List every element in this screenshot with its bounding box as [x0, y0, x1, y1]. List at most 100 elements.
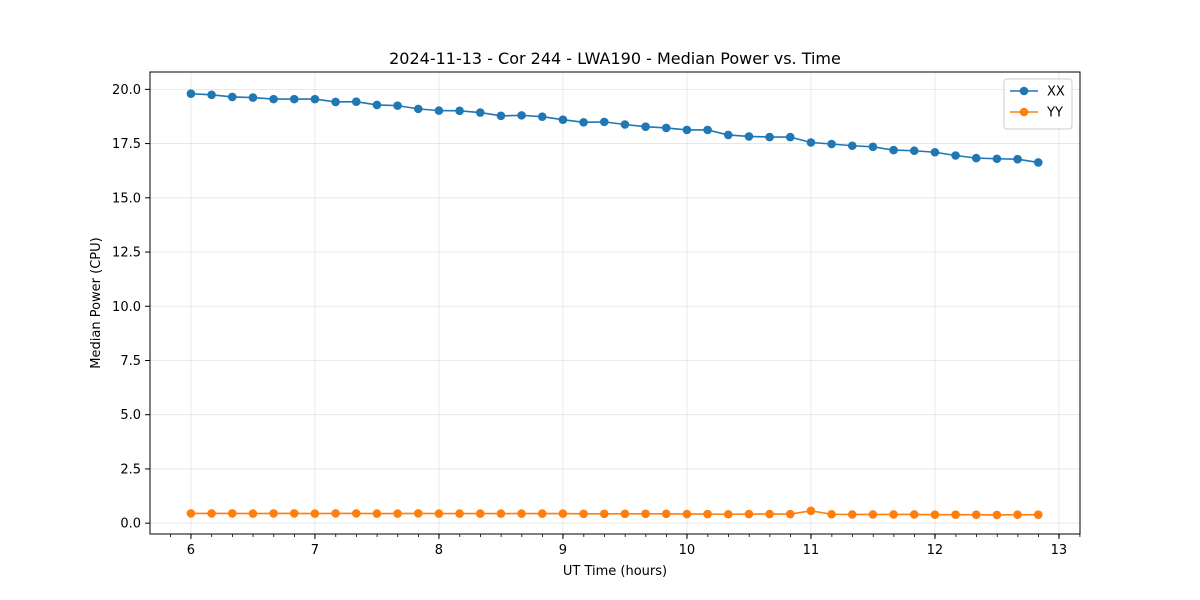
series-layer	[186, 89, 1043, 520]
data-point-xx	[207, 90, 216, 100]
data-point-yy	[909, 510, 919, 519]
data-point-xx	[310, 94, 320, 104]
data-point-yy	[599, 509, 609, 519]
data-point-yy	[682, 509, 692, 519]
data-point-xx	[1033, 158, 1043, 167]
data-point-xx	[909, 146, 919, 156]
y-tick-label: 15.0	[112, 191, 141, 206]
legend: XX YY	[1003, 78, 1073, 130]
plot-frame	[149, 71, 1081, 535]
y-tick-label: 20.0	[112, 83, 141, 98]
data-point-xx	[971, 153, 981, 163]
data-point-xx	[765, 132, 774, 142]
data-point-xx	[517, 111, 526, 120]
grid	[150, 72, 1080, 534]
y-tick-label: 7.5	[120, 354, 141, 369]
data-point-xx	[413, 104, 423, 114]
data-point-xx	[806, 138, 816, 147]
y-tick-label: 5.0	[120, 408, 141, 423]
data-point-yy	[372, 509, 382, 518]
data-point-yy	[868, 510, 878, 519]
data-point-xx	[930, 147, 940, 157]
data-point-yy	[785, 509, 795, 519]
data-point-yy	[579, 509, 588, 519]
y-tick-label: 2.5	[120, 462, 141, 477]
data-point-yy	[1013, 510, 1022, 519]
x-axis-label: UT Time (hours)	[563, 564, 667, 579]
data-point-yy	[310, 509, 320, 518]
data-point-xx	[599, 117, 609, 127]
x-tick-label: 11	[803, 543, 820, 558]
data-point-xx	[889, 145, 898, 155]
data-point-xx	[847, 141, 857, 151]
data-point-yy	[744, 509, 754, 519]
data-point-yy	[517, 509, 526, 518]
x-tick-label: 7	[311, 543, 319, 558]
x-tick-label: 10	[679, 543, 696, 558]
y-tick-label: 12.5	[112, 246, 141, 261]
data-point-xx	[827, 139, 836, 149]
legend-marker-yy	[1019, 107, 1029, 117]
data-point-xx	[723, 130, 733, 140]
chart-title: 2024-11-13 - Cor 244 - LWA190 - Median P…	[389, 49, 841, 68]
data-point-xx	[227, 92, 237, 102]
x-tick-label: 9	[559, 543, 567, 558]
data-point-xx	[351, 97, 361, 107]
x-tick-label: 8	[435, 543, 443, 558]
data-point-yy	[703, 509, 712, 519]
data-point-xx	[868, 142, 878, 152]
series-yy	[186, 506, 1043, 520]
data-point-xx	[186, 89, 196, 98]
y-tick-label: 10.0	[112, 300, 141, 315]
data-point-yy	[413, 509, 423, 518]
data-point-xx	[992, 154, 1002, 164]
data-point-yy	[227, 509, 237, 518]
data-point-yy	[620, 509, 630, 519]
data-point-yy	[331, 509, 340, 518]
data-point-yy	[889, 510, 898, 519]
data-point-yy	[475, 509, 485, 518]
data-point-xx	[496, 111, 506, 121]
data-point-yy	[537, 509, 547, 518]
data-point-yy	[641, 509, 650, 519]
data-point-yy	[661, 509, 671, 519]
data-point-yy	[765, 509, 774, 519]
data-point-yy	[248, 509, 258, 518]
legend-marker-xx	[1019, 86, 1029, 96]
legend-label-xx: XX	[1047, 85, 1065, 100]
data-point-xx	[455, 106, 464, 116]
legend-item-yy: YY	[1010, 106, 1063, 121]
data-point-xx	[785, 132, 795, 142]
data-point-yy	[806, 506, 816, 516]
x-tick-label: 13	[1051, 543, 1068, 558]
data-point-xx	[289, 94, 299, 104]
data-point-yy	[186, 509, 196, 518]
y-tick-label: 0.0	[120, 517, 141, 532]
data-point-xx	[620, 120, 630, 129]
data-point-yy	[269, 509, 278, 518]
axes: 6 7 8 9 10 11 12 13 0.0 2.5 5.0 7.5 10.0 12.5 15.0 17.5…	[112, 83, 1081, 558]
data-point-xx	[393, 101, 402, 110]
data-point-xx	[434, 106, 444, 115]
data-point-xx	[331, 97, 340, 107]
y-tick-label: 17.5	[112, 137, 141, 152]
data-point-yy	[455, 509, 464, 518]
data-point-yy	[434, 509, 444, 518]
x-tick-label: 6	[187, 543, 195, 558]
data-point-yy	[496, 509, 506, 518]
legend-item-xx: XX	[1010, 85, 1065, 100]
data-point-xx	[682, 125, 692, 135]
data-point-xx	[558, 115, 568, 125]
data-point-xx	[641, 122, 650, 131]
data-point-yy	[847, 510, 857, 519]
data-point-yy	[1033, 510, 1043, 519]
data-point-yy	[207, 509, 216, 518]
data-point-yy	[723, 509, 733, 519]
data-point-yy	[951, 510, 960, 519]
data-point-yy	[351, 509, 361, 518]
data-point-xx	[475, 108, 485, 117]
data-point-yy	[289, 509, 299, 518]
